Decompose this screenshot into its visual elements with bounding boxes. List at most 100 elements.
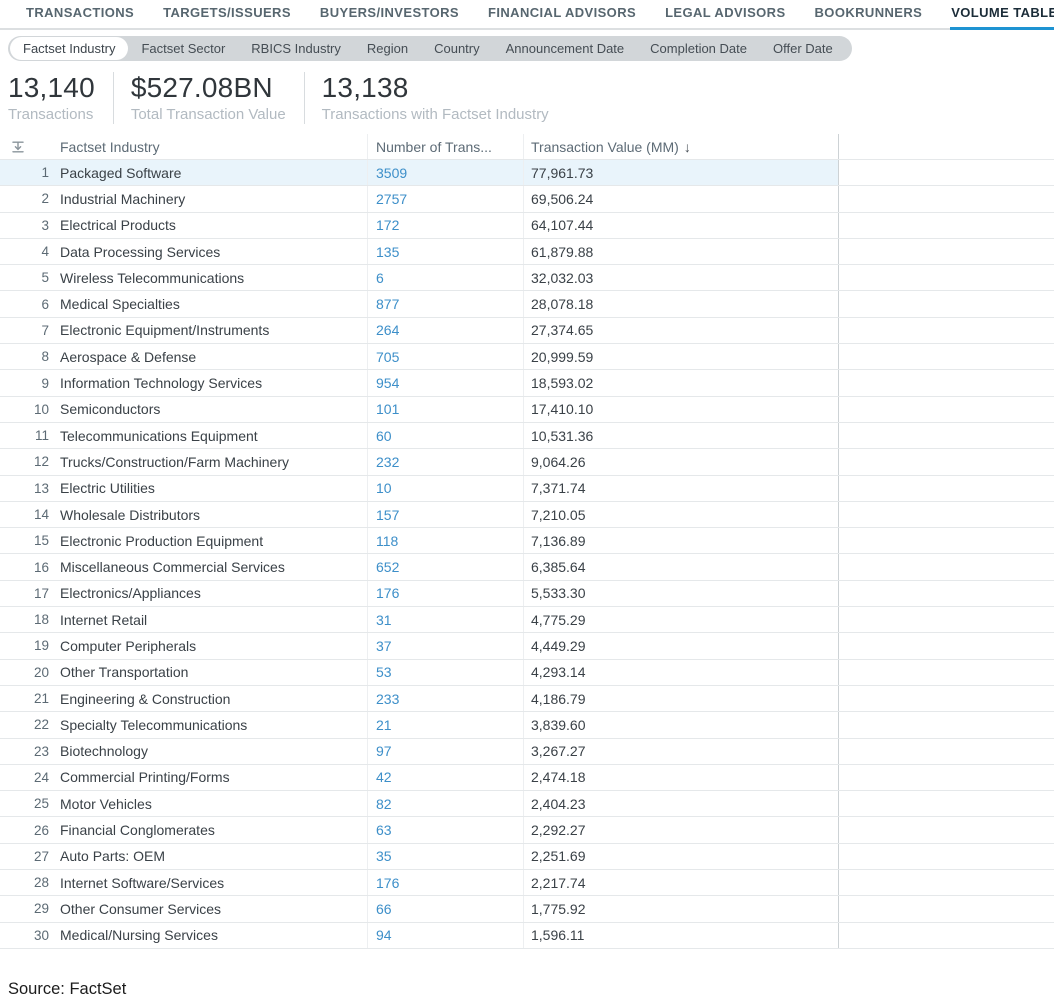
row-count-link[interactable]: 6 xyxy=(376,269,384,286)
row-count-link[interactable]: 118 xyxy=(376,532,399,549)
tab-label: TRANSACTIONS xyxy=(26,5,135,20)
row-count-link[interactable]: 172 xyxy=(376,217,400,234)
row-count-link[interactable]: 157 xyxy=(376,506,400,523)
table-row[interactable]: 19 Computer Peripherals 37 4,449.29 xyxy=(0,633,1054,660)
row-count-link[interactable]: 31 xyxy=(376,611,392,628)
row-count-link[interactable]: 3509 xyxy=(376,164,408,181)
row-count-link[interactable]: 954 xyxy=(376,375,400,392)
row-industry: Internet Retail xyxy=(60,611,148,628)
filter-pill[interactable]: Factset Sector xyxy=(128,37,238,60)
table-row[interactable]: 9 Information Technology Services 954 18… xyxy=(0,370,1054,397)
nav-tab[interactable]: BUYERS/INVESTORS xyxy=(319,0,460,28)
row-rank: 23 xyxy=(33,743,49,759)
header-count[interactable]: Number of Trans... xyxy=(367,134,523,159)
table-row[interactable]: 28 Internet Software/Services 176 2,217.… xyxy=(0,870,1054,897)
table-row[interactable]: 24 Commercial Printing/Forms 42 2,474.18 xyxy=(0,764,1054,792)
table-row[interactable]: 22 Specialty Telecommunications 21 3,839… xyxy=(0,712,1054,739)
row-count-link[interactable]: 94 xyxy=(376,927,392,944)
row-count-link[interactable]: 705 xyxy=(376,348,400,365)
table-row[interactable]: 14 Wholesale Distributors 157 7,210.05 xyxy=(0,501,1054,529)
table-row[interactable]: 6 Medical Specialties 877 28,078.18 xyxy=(0,291,1054,318)
row-count-link[interactable]: 35 xyxy=(376,848,392,865)
row-count-link[interactable]: 82 xyxy=(376,795,392,812)
row-filler xyxy=(838,449,1054,475)
row-count-link[interactable]: 42 xyxy=(376,769,392,786)
table-row[interactable]: 17 Electronics/Appliances 176 5,533.30 xyxy=(0,580,1054,608)
filter-pill[interactable]: Completion Date xyxy=(637,37,760,60)
nav-tab[interactable]: TARGETS/ISSUERS xyxy=(162,0,292,28)
row-rank: 14 xyxy=(33,507,49,522)
header-industry[interactable]: Factset Industry xyxy=(55,134,367,159)
row-count-link[interactable]: 10 xyxy=(376,480,392,497)
filter-pill[interactable]: RBICS Industry xyxy=(238,37,354,60)
row-count-link[interactable]: 2757 xyxy=(376,190,408,207)
row-industry: Electronic Equipment/Instruments xyxy=(60,322,270,339)
row-count-link[interactable]: 135 xyxy=(376,243,400,260)
table-row[interactable]: 2 Industrial Machinery 2757 69,506.24 xyxy=(0,186,1054,213)
row-count-link[interactable]: 63 xyxy=(376,822,392,839)
table-row[interactable]: 29 Other Consumer Services 66 1,775.92 xyxy=(0,896,1054,923)
row-count-link[interactable]: 652 xyxy=(376,559,400,576)
row-rank: 26 xyxy=(33,822,49,838)
filter-pill[interactable]: Offer Date xyxy=(760,37,846,60)
table-row[interactable]: 20 Other Transportation 53 4,293.14 xyxy=(0,659,1054,686)
table-row[interactable]: 11 Telecommunications Equipment 60 10,53… xyxy=(0,422,1054,450)
table-row[interactable]: 15 Electronic Production Equipment 118 7… xyxy=(0,528,1054,555)
filter-pill[interactable]: Factset Industry xyxy=(10,37,129,60)
table-row[interactable]: 10 Semiconductors 101 17,410.10 xyxy=(0,396,1054,423)
pill-label: RBICS Industry xyxy=(251,41,341,56)
table-row[interactable]: 27 Auto Parts: OEM 35 2,251.69 xyxy=(0,843,1054,871)
table-row[interactable]: 23 Biotechnology 97 3,267.27 xyxy=(0,738,1054,765)
row-industry: Industrial Machinery xyxy=(60,190,186,207)
row-count-link[interactable]: 53 xyxy=(376,664,392,681)
table-row[interactable]: 30 Medical/Nursing Services 94 1,596.11 xyxy=(0,922,1054,949)
nav-tab[interactable]: FINANCIAL ADVISORS xyxy=(487,0,637,28)
row-count-link[interactable]: 176 xyxy=(376,874,400,891)
row-value: 7,210.05 xyxy=(523,501,838,528)
row-count-link[interactable]: 97 xyxy=(376,743,392,760)
header-value[interactable]: Transaction Value (MM) ↓ xyxy=(523,134,838,159)
row-industry: Motor Vehicles xyxy=(60,795,152,812)
table-row[interactable]: 18 Internet Retail 31 4,775.29 xyxy=(0,607,1054,634)
table-row[interactable]: 1 Packaged Software 3509 77,961.73 xyxy=(0,160,1054,187)
row-count-link[interactable]: 264 xyxy=(376,322,400,339)
row-rank: 29 xyxy=(33,901,49,917)
row-count-link[interactable]: 176 xyxy=(376,585,400,602)
table-row[interactable]: 5 Wireless Telecommunications 6 32,032.0… xyxy=(0,265,1054,292)
table-row[interactable]: 13 Electric Utilities 10 7,371.74 xyxy=(0,475,1054,502)
table-row[interactable]: 4 Data Processing Services 135 61,879.88 xyxy=(0,238,1054,266)
row-value: 17,410.10 xyxy=(523,396,838,422)
row-filler xyxy=(838,896,1054,922)
sort-descending-icon[interactable]: ↓ xyxy=(683,138,691,155)
table-row[interactable]: 25 Motor Vehicles 82 2,404.23 xyxy=(0,791,1054,818)
row-industry: Trucks/Construction/Farm Machinery xyxy=(60,453,289,470)
row-count-link[interactable]: 60 xyxy=(376,427,392,444)
nav-tab[interactable]: LEGAL ADVISORS xyxy=(664,0,786,28)
filter-pill[interactable]: Country xyxy=(421,37,493,60)
table-row[interactable]: 16 Miscellaneous Commercial Services 652… xyxy=(0,554,1054,581)
table-row[interactable]: 8 Aerospace & Defense 705 20,999.59 xyxy=(0,344,1054,371)
table-row[interactable]: 7 Electronic Equipment/Instruments 264 2… xyxy=(0,317,1054,345)
row-filler xyxy=(838,817,1054,843)
table-row[interactable]: 12 Trucks/Construction/Farm Machinery 23… xyxy=(0,449,1054,476)
table-row[interactable]: 21 Engineering & Construction 233 4,186.… xyxy=(0,685,1054,713)
row-filler xyxy=(838,633,1054,659)
row-count-link[interactable]: 101 xyxy=(376,401,400,418)
row-count-link[interactable]: 233 xyxy=(376,690,400,707)
row-industry: Data Processing Services xyxy=(60,243,221,260)
row-value: 2,251.69 xyxy=(523,843,838,870)
nav-tab[interactable]: VOLUME TABLES xyxy=(950,0,1054,30)
filter-pill[interactable]: Announcement Date xyxy=(493,37,638,60)
filter-pill[interactable]: Region xyxy=(354,37,421,60)
row-count-link[interactable]: 37 xyxy=(376,637,392,654)
row-rank: 13 xyxy=(33,480,49,496)
row-count-link[interactable]: 66 xyxy=(376,900,392,917)
table-row[interactable]: 26 Financial Conglomerates 63 2,292.27 xyxy=(0,817,1054,844)
filter-to-bar-icon[interactable] xyxy=(0,140,49,154)
nav-tab[interactable]: TRANSACTIONS xyxy=(25,0,135,28)
row-count-link[interactable]: 21 xyxy=(376,716,392,733)
nav-tab[interactable]: BOOKRUNNERS xyxy=(814,0,924,28)
row-count-link[interactable]: 232 xyxy=(376,453,400,470)
table-row[interactable]: 3 Electrical Products 172 64,107.44 xyxy=(0,212,1054,239)
row-count-link[interactable]: 877 xyxy=(376,296,400,313)
